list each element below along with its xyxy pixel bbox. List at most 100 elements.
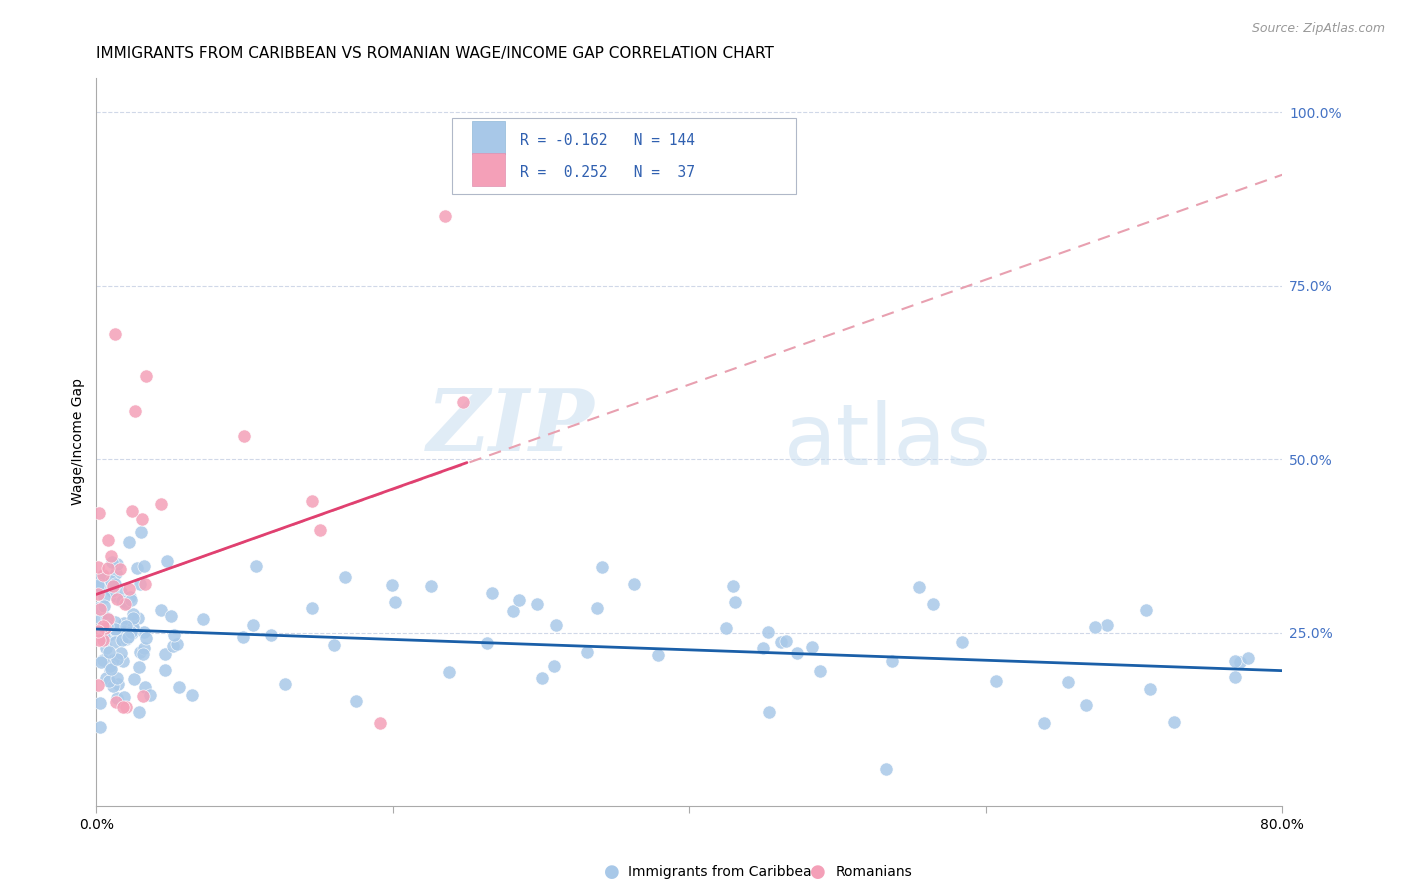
Point [451, 395, 474, 409]
Point [384, 595, 406, 609]
Point [101, 555, 124, 569]
Point [117, 630, 139, 644]
Point [434, 210, 457, 224]
Point [87, 678, 110, 692]
Point [104, 577, 127, 591]
Point [508, 592, 530, 607]
Point [101, 653, 124, 667]
Point [502, 604, 524, 618]
Point [111, 654, 134, 668]
Point [129, 645, 152, 659]
Point [104, 623, 127, 637]
Point [121, 626, 143, 640]
Point [922, 597, 945, 611]
Point [131, 512, 153, 526]
Point [801, 640, 824, 654]
Point [129, 524, 152, 539]
Point [1223, 655, 1246, 669]
Point [87, 579, 110, 593]
Point [1084, 620, 1107, 634]
Text: Immigrants from Caribbean: Immigrants from Caribbean [628, 865, 821, 880]
Point [162, 639, 184, 653]
Point [756, 625, 779, 640]
Point [526, 597, 548, 611]
Point [420, 579, 443, 593]
Point [181, 688, 204, 702]
Point [591, 560, 613, 574]
Point [1139, 681, 1161, 696]
Point [120, 593, 142, 607]
Point [91, 619, 114, 633]
Point [87, 624, 110, 638]
Point [97, 673, 120, 688]
Point [107, 677, 129, 691]
Point [131, 690, 153, 704]
Point [752, 640, 775, 655]
FancyBboxPatch shape [453, 118, 796, 194]
Text: IMMIGRANTS FROM CARIBBEAN VS ROMANIAN WAGE/INCOME GAP CORRELATION CHART: IMMIGRANTS FROM CARIBBEAN VS ROMANIAN WA… [97, 46, 775, 62]
Point [90, 612, 112, 626]
Text: ●: ● [603, 863, 620, 881]
Point [110, 646, 132, 660]
Text: Romanians: Romanians [835, 865, 912, 880]
Point [114, 615, 136, 630]
Point [333, 569, 356, 583]
Point [1163, 715, 1185, 730]
Point [96, 611, 118, 625]
Point [875, 762, 897, 776]
Point [124, 403, 146, 417]
Point [242, 617, 264, 632]
Point [149, 497, 172, 511]
Point [89, 601, 111, 615]
Point [112, 690, 135, 704]
Point [93, 590, 115, 604]
Point [87, 560, 110, 574]
Point [786, 646, 808, 660]
Point [100, 663, 122, 677]
Point [770, 635, 793, 649]
Point [107, 691, 129, 706]
Point [87, 601, 110, 615]
Point [101, 679, 124, 693]
Point [344, 694, 367, 708]
Point [98, 659, 121, 673]
Point [775, 633, 797, 648]
Point [128, 706, 150, 720]
Point [114, 624, 136, 638]
Point [94, 640, 117, 655]
Point [114, 597, 136, 611]
Point [118, 590, 141, 604]
Point [575, 644, 598, 658]
Point [104, 327, 127, 342]
Point [90, 655, 112, 669]
Text: ZIP: ZIP [426, 385, 595, 469]
Point [132, 647, 155, 661]
Point [91, 567, 114, 582]
Point [139, 688, 162, 702]
Point [118, 582, 141, 597]
Point [1135, 603, 1157, 617]
Point [104, 634, 127, 648]
Point [150, 603, 173, 617]
Point [301, 600, 323, 615]
Point [97, 560, 120, 574]
Point [128, 660, 150, 674]
Point [153, 648, 176, 662]
Text: R = -0.162   N = 144: R = -0.162 N = 144 [520, 133, 695, 148]
Point [155, 554, 177, 568]
Point [132, 558, 155, 573]
Point [1056, 675, 1078, 690]
Point [89, 571, 111, 585]
Point [111, 632, 134, 647]
Point [105, 591, 128, 606]
Text: R =  0.252   N =  37: R = 0.252 N = 37 [520, 165, 695, 180]
Point [98, 579, 121, 593]
Point [301, 493, 323, 508]
Point [115, 619, 138, 633]
Point [94, 671, 117, 685]
Point [93, 630, 115, 644]
Point [647, 648, 669, 662]
Point [160, 609, 183, 624]
Point [481, 586, 503, 600]
Point [91, 630, 114, 644]
